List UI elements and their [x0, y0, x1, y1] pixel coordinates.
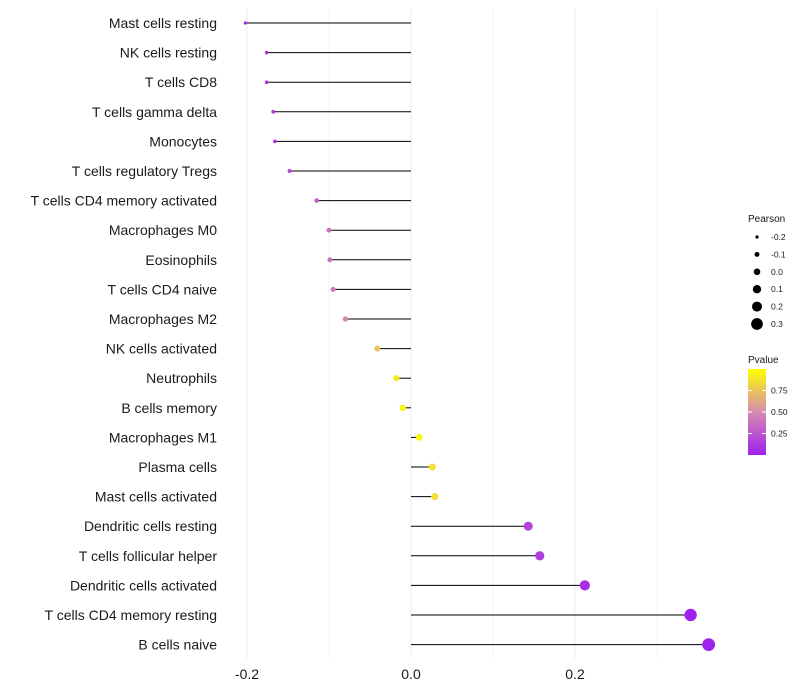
- category-label: Macrophages M0: [109, 222, 217, 238]
- size-legend-label: 0.0: [771, 267, 783, 277]
- lollipop-point: [243, 21, 247, 25]
- color-legend-label: 0.50: [771, 407, 788, 417]
- category-label: T cells follicular helper: [79, 548, 218, 564]
- lollipop-point: [415, 434, 423, 441]
- color-legend-title: Pvalue: [748, 355, 779, 366]
- size-legend-label: -0.2: [771, 232, 786, 242]
- lollipop-point: [272, 139, 277, 144]
- color-legend-label: 0.75: [771, 386, 788, 396]
- size-legend-dot: [752, 285, 762, 294]
- lollipop-point: [374, 345, 381, 352]
- size-legend-label: -0.1: [771, 249, 786, 259]
- category-label: Macrophages M2: [109, 311, 217, 327]
- size-legend-dot: [753, 268, 761, 276]
- size-legend-dot: [751, 301, 763, 312]
- category-label: Macrophages M1: [109, 429, 217, 445]
- lollipop-point: [287, 168, 292, 174]
- lollipop-point: [327, 257, 333, 263]
- x-tick-label: -0.2: [235, 666, 259, 682]
- lollipop-point: [523, 521, 533, 531]
- lollipop-point: [399, 404, 407, 412]
- category-label: T cells CD4 memory resting: [45, 607, 217, 623]
- lollipop-point: [314, 198, 320, 203]
- category-label: NK cells activated: [106, 341, 217, 357]
- category-label: NK cells resting: [120, 45, 217, 61]
- category-label: Mast cells activated: [95, 489, 217, 505]
- category-label: Mast cells resting: [109, 15, 217, 31]
- lollipop-point: [326, 227, 332, 233]
- lollipop-point: [535, 551, 545, 561]
- lollipop-point: [431, 493, 439, 501]
- category-label: Plasma cells: [138, 459, 217, 475]
- category-label: Neutrophils: [146, 370, 217, 386]
- size-legend-dot: [754, 251, 760, 257]
- lollipop-point: [271, 109, 276, 114]
- category-label: Eosinophils: [145, 252, 217, 268]
- lollipop-point: [579, 580, 590, 591]
- category-label: Monocytes: [149, 133, 217, 149]
- category-label: B cells naive: [138, 637, 217, 653]
- size-legend-dot: [751, 318, 763, 330]
- lollipop-point: [702, 638, 716, 651]
- lollipop-point: [393, 375, 400, 382]
- category-label: T cells gamma delta: [92, 104, 217, 120]
- size-legend-label: 0.1: [771, 284, 783, 294]
- category-label: Dendritic cells resting: [84, 518, 217, 534]
- lollipop-point: [684, 608, 697, 622]
- x-tick-label: 0.0: [401, 666, 421, 682]
- size-legend-title: Pearson: [748, 214, 785, 225]
- category-label: T cells CD4 naive: [108, 281, 218, 297]
- color-legend-bar: [748, 369, 766, 455]
- lollipop-point: [264, 80, 269, 85]
- category-label: Dendritic cells activated: [70, 577, 217, 593]
- lollipop-point: [342, 316, 349, 322]
- category-label: T cells regulatory Tregs: [72, 163, 217, 179]
- category-label: T cells CD8: [145, 74, 217, 90]
- category-label: B cells memory: [121, 400, 217, 416]
- lollipop-point: [264, 50, 269, 55]
- category-label: T cells CD4 memory activated: [31, 193, 217, 209]
- size-legend-label: 0.3: [771, 319, 783, 329]
- size-legend-label: 0.2: [771, 302, 783, 312]
- x-tick-label: 0.2: [565, 666, 585, 682]
- color-legend-label: 0.25: [771, 429, 788, 439]
- lollipop-point: [428, 463, 436, 471]
- lollipop-point: [330, 286, 336, 292]
- size-legend-dot: [755, 235, 759, 239]
